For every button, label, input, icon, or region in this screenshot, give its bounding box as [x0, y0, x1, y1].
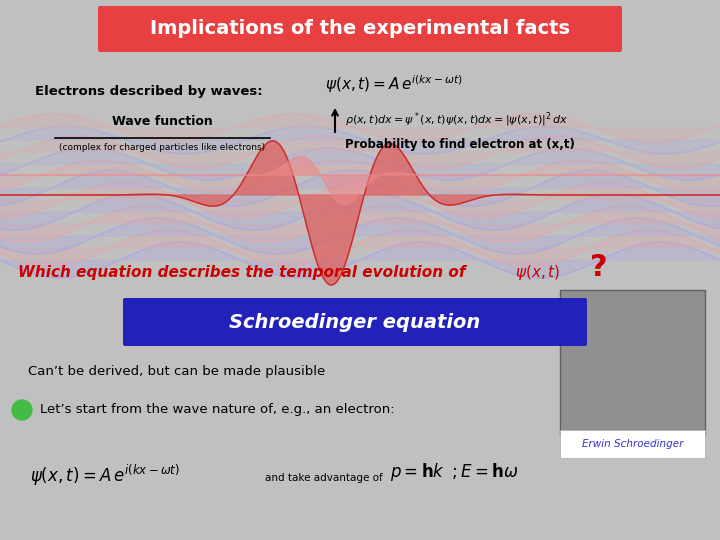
Text: ?: ? — [590, 253, 608, 282]
FancyBboxPatch shape — [560, 290, 705, 435]
Text: Erwin Schroedinger: Erwin Schroedinger — [582, 439, 684, 449]
Text: Implications of the experimental facts: Implications of the experimental facts — [150, 19, 570, 38]
Text: Electrons described by waves:: Electrons described by waves: — [35, 85, 263, 98]
Text: $\psi(x,t) = A\,e^{i(kx-\omega t)}$: $\psi(x,t) = A\,e^{i(kx-\omega t)}$ — [325, 73, 463, 95]
Circle shape — [12, 400, 32, 420]
Text: $\psi(x,t)$: $\psi(x,t)$ — [515, 262, 560, 281]
Text: Wave function: Wave function — [112, 115, 212, 128]
FancyBboxPatch shape — [98, 6, 622, 52]
FancyBboxPatch shape — [560, 430, 705, 458]
FancyBboxPatch shape — [123, 298, 587, 346]
Text: Can’t be derived, but can be made plausible: Can’t be derived, but can be made plausi… — [28, 366, 325, 379]
Text: Probability to find electron at (x,t): Probability to find electron at (x,t) — [345, 138, 575, 151]
Text: $\rho(x,t)dx = \psi^*(x,t)\psi(x,t)dx = |\psi(x,t)|^2\,dx$: $\rho(x,t)dx = \psi^*(x,t)\psi(x,t)dx = … — [345, 111, 568, 129]
Text: Let’s start from the wave nature of, e.g., an electron:: Let’s start from the wave nature of, e.g… — [40, 403, 395, 416]
Text: Schroedinger equation: Schroedinger equation — [230, 313, 481, 332]
Text: (complex for charged particles like electrons): (complex for charged particles like elec… — [59, 143, 265, 152]
Text: $p = \mathbf{h}k\;\;; E = \mathbf{h}\omega$: $p = \mathbf{h}k\;\;; E = \mathbf{h}\ome… — [390, 461, 518, 483]
Text: $\psi(x,t) = A\,e^{i(kx-\omega t)}$: $\psi(x,t) = A\,e^{i(kx-\omega t)}$ — [30, 462, 180, 488]
Text: Which equation describes the temporal evolution of: Which equation describes the temporal ev… — [18, 265, 476, 280]
Text: and take advantage of: and take advantage of — [265, 473, 383, 483]
